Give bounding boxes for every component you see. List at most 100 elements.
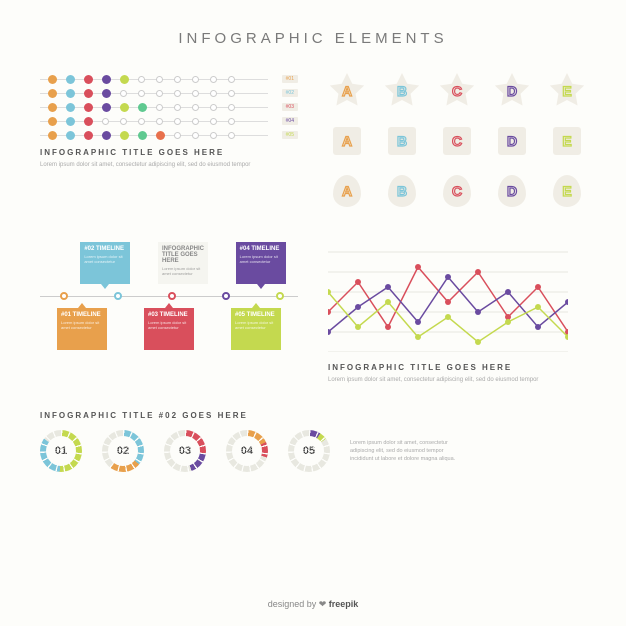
timeline-dot [222,292,230,300]
bead-label: #02 [282,89,298,97]
line-chart: INFOGRAPHIC TITLE GOES HERE Lorem ipsum … [328,242,586,385]
donut-item: 05 [288,430,330,472]
bead-dot [156,76,163,83]
letter-shape: E [548,122,586,160]
timeline-box: #01 TIMELINELorem ipsum dolor sit amet c… [57,308,107,350]
bead-label: #01 [282,75,298,83]
timeline-box: INFOGRAPHIC TITLE GOES HERELorem ipsum d… [158,242,208,284]
letter-shapes: ABCDE ABCDE ABCDE [328,72,586,222]
letter-char: C [452,183,462,199]
timeline-box: #03 TIMELINELorem ipsum dolor sit amet c… [144,308,194,350]
bead-body: Lorem ipsum dolor sit amet, consectetur … [40,161,298,170]
letter-char: A [342,183,352,199]
bead-dot [174,90,181,97]
bead-dot [174,132,181,139]
letter-shape: A [328,122,366,160]
bead-dot [102,89,111,98]
timeline-box: #02 TIMELINELorem ipsum dolor sit amet c… [80,242,130,284]
bead-dot [66,103,75,112]
letter-char: E [562,183,571,199]
letter-shape: D [493,172,531,210]
bead-dot [66,89,75,98]
bead-dot [48,103,57,112]
letter-char: A [342,133,352,149]
letter-char: B [397,133,407,149]
bead-dot [192,118,199,125]
letter-shape: C [438,172,476,210]
donut-title: INFOGRAPHIC TITLE #02 GOES HERE [40,411,586,420]
bead-dot [120,103,129,112]
bead-dot [84,75,93,84]
bead-dot [210,132,217,139]
bead-dot [48,89,57,98]
bead-dot [174,118,181,125]
bead-dot [192,104,199,111]
letter-shape: B [383,122,421,160]
bead-dot [102,103,111,112]
bead-dot [120,90,127,97]
bead-dot [102,75,111,84]
timeline: #02 TIMELINELorem ipsum dolor sit amet c… [40,242,298,385]
bead-label: #05 [282,131,298,139]
timeline-dot [168,292,176,300]
bead-dot [174,104,181,111]
bead-dot [228,132,235,139]
chart-title: INFOGRAPHIC TITLE GOES HERE [328,363,586,372]
letter-char: A [342,83,352,99]
letter-char: C [452,133,462,149]
bead-dot [156,118,163,125]
bead-row: #01 [40,72,298,86]
bead-dot [156,90,163,97]
bead-dot [228,118,235,125]
bead-dot [228,90,235,97]
letter-shape: D [493,72,531,110]
bead-row: #05 [40,128,298,142]
bead-dot [210,104,217,111]
letter-char: D [507,183,517,199]
donut-item: 03 [164,430,206,472]
timeline-box: #04 TIMELINELorem ipsum dolor sit amet c… [236,242,286,284]
bead-dot [210,90,217,97]
donut-section: INFOGRAPHIC TITLE #02 GOES HERE 01 02 03 04… [40,405,586,472]
timeline-dot [60,292,68,300]
bead-dot [120,75,129,84]
letter-shape: B [383,72,421,110]
bead-dot [84,117,93,126]
timeline-dot [276,292,284,300]
bead-dot [210,76,217,83]
bead-dot [66,117,75,126]
bead-dot [84,89,93,98]
bead-dot [156,131,165,140]
bead-dot [138,131,147,140]
bead-dot [120,131,129,140]
bead-dot [228,76,235,83]
bead-dot [192,132,199,139]
bead-dot [210,118,217,125]
letter-char: C [452,83,462,99]
donut-side-text: Lorem ipsum dolor sit amet, consectetur … [350,439,460,464]
letter-shape: A [328,172,366,210]
bead-dot [174,76,181,83]
bead-dot [138,118,145,125]
bead-row: #02 [40,86,298,100]
bead-dot [192,76,199,83]
bead-dot [138,90,145,97]
bead-row: #04 [40,114,298,128]
bead-dot [228,104,235,111]
bead-dot [192,90,199,97]
bead-dot [84,103,93,112]
letter-shape: A [328,72,366,110]
donut-item: 01 [40,430,82,472]
letter-char: E [562,83,571,99]
letter-char: D [507,83,517,99]
donut-item: 02 [102,430,144,472]
bead-dot [138,76,145,83]
page-title: INFOGRAPHIC ELEMENTS [40,30,586,47]
bead-dot [156,104,163,111]
letter-char: B [397,183,407,199]
letter-shape: C [438,122,476,160]
letter-shape: E [548,72,586,110]
letter-shape: B [383,172,421,210]
bead-label: #04 [282,117,298,125]
donut-item: 04 [226,430,268,472]
